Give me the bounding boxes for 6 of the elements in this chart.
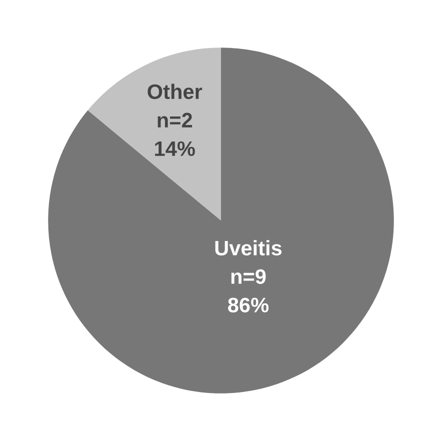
data-label: n=2 14% [155,112,195,156]
pie-slice [48,48,394,394]
slice-label: Uveitis [215,240,282,256]
pie-slice [88,48,221,220]
data-label: n=9 86% [228,269,269,312]
slice-label: Other [148,84,202,100]
